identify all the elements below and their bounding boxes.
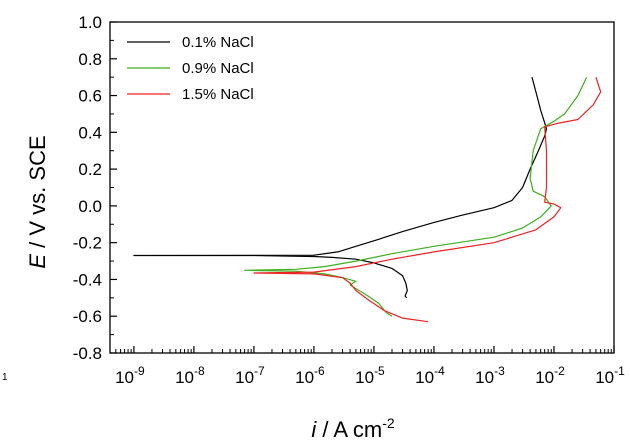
y-tick-label: -0.4 [73,270,102,289]
stray-label: 1 [2,372,8,383]
x-axis-title: i / A cm-2 [311,415,395,441]
series-lines [133,76,602,323]
x-tick-label: 10-2 [535,364,565,387]
x-tick-label: 10-6 [295,364,325,387]
y-tick-label: -0.8 [73,344,102,363]
y-tick-label: 0.4 [78,123,102,142]
x-tick-label: 10-7 [235,364,265,387]
x-tick-labels: 10-9 10-8 10-7 10-6 10-5 10-4 10-3 10-2 10-1 [115,364,625,387]
series-line-1 [133,77,548,299]
series-line-2 [244,76,588,317]
legend-label: 1.5% NaCl [182,86,254,103]
y-tick-label: -0.6 [73,307,102,326]
y-tick-label: 0.8 [78,50,102,69]
x-tick-label: 10-3 [475,364,505,387]
x-tick-label: 10-9 [115,364,145,387]
y-tick-label: 0.6 [78,87,102,106]
legend-label: 0.9% NaCl [182,60,254,77]
x-tick-label: 10-1 [595,364,625,387]
y-tick-labels: 1.0 0.8 0.6 0.4 0.2 0.0 -0.2 -0.4 -0.6 -0.8 [73,13,102,363]
y-tick-label: -0.2 [73,234,102,253]
legend-label: 0.1% NaCl [182,34,254,51]
y-tick-label: 0.2 [78,160,102,179]
axis-ticks [109,21,615,354]
y-tick-label: 1.0 [78,13,102,32]
x-tick-label: 10-5 [355,364,385,387]
x-tick-label: 10-4 [415,364,445,387]
y-tick-label: 0.0 [78,197,102,216]
y-axis-title: E / V vs. SCE [25,135,50,268]
series-line-3 [253,77,602,323]
legend: 0.1% NaCl 0.9% NaCl 1.5% NaCl [127,34,254,103]
x-tick-label: 10-8 [175,364,205,387]
